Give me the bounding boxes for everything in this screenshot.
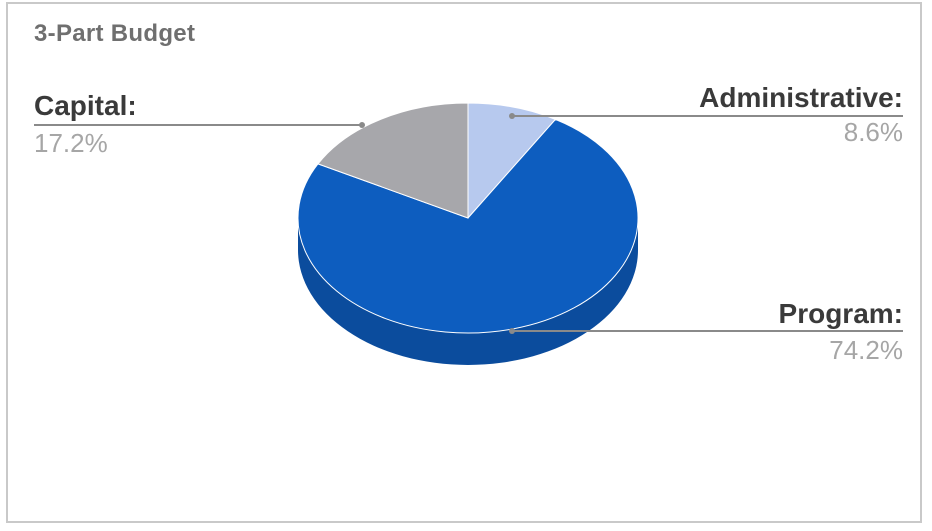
pie-side-program [298, 218, 638, 365]
slice-labels: Administrative: 8.6% Program: 74.2% Capital:… [34, 82, 903, 365]
chart-title: 3-Part Budget [34, 20, 196, 47]
pie-slices [297, 102, 639, 334]
slice-label-administrative: Administrative: [699, 82, 903, 113]
slice-label-capital: Capital: [34, 90, 137, 121]
slice-value-capital: 17.2% [34, 128, 108, 158]
pie-slice-administrative [467, 102, 557, 220]
slice-value-program: 74.2% [829, 335, 903, 365]
slice-label-program: Program: [779, 298, 903, 329]
pie-slice-capital [317, 102, 469, 219]
slice-value-administrative: 8.6% [844, 117, 903, 147]
leader-dot-capital [359, 122, 365, 128]
leader-lines [34, 113, 903, 334]
pie-depth [298, 218, 638, 365]
leader-dot-administrative [509, 113, 515, 119]
leader-dot-program [509, 328, 515, 334]
